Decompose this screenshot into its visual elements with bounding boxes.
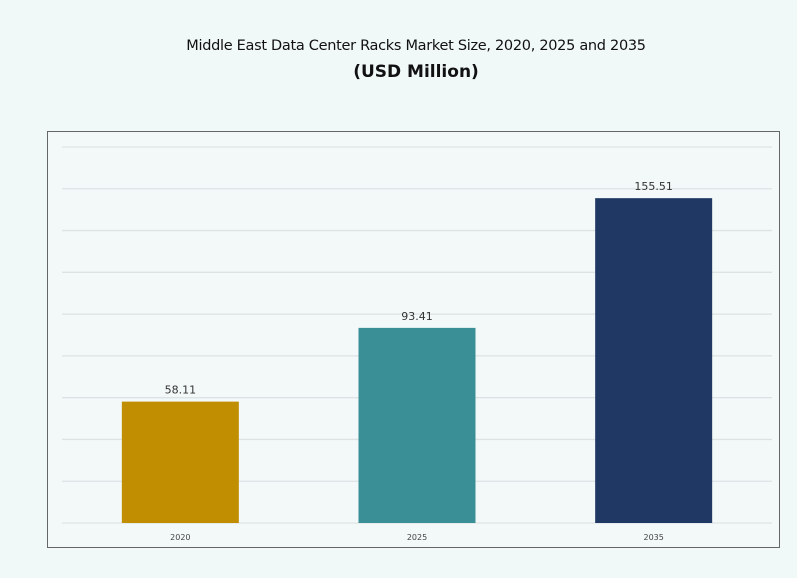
chart-title: Middle East Data Center Racks Market Siz… xyxy=(186,38,646,54)
bar-2020 xyxy=(121,401,239,523)
chart-subtitle: (USD Million) xyxy=(353,62,479,82)
bar-2025 xyxy=(358,327,476,523)
bar-2035 xyxy=(595,198,713,523)
x-tick-label-2020: 2020 xyxy=(170,533,190,542)
x-tick-label-2025: 2025 xyxy=(407,533,427,542)
x-tick-label-2035: 2035 xyxy=(643,533,663,542)
data-label-2025: 93.41 xyxy=(401,310,433,323)
data-label-2020: 58.11 xyxy=(165,384,197,397)
data-label-2035: 155.51 xyxy=(634,180,673,193)
